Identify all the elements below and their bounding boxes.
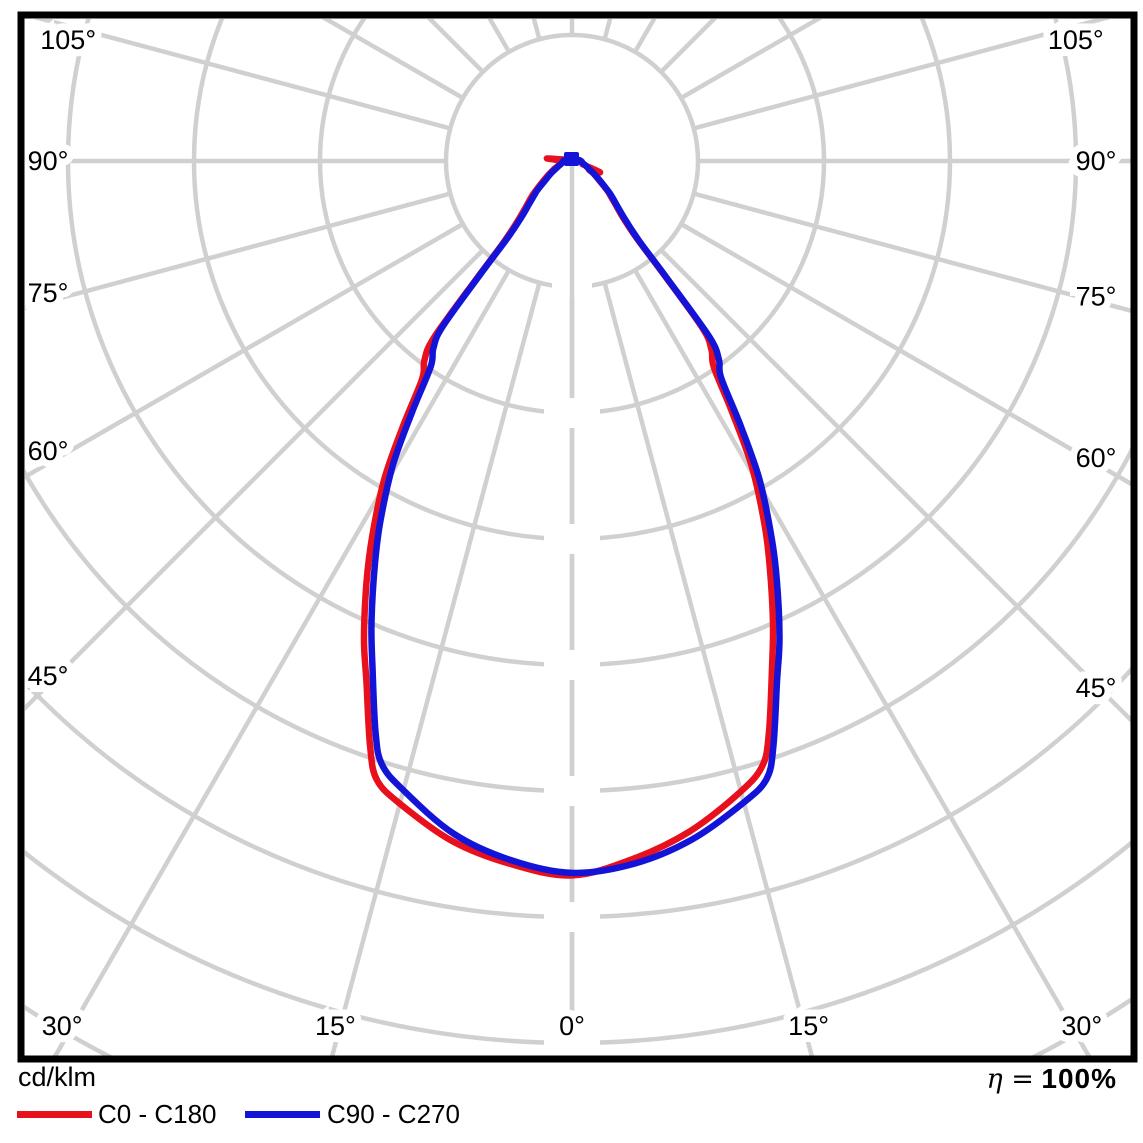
- grid-spoke: [329, 282, 542, 1058]
- angle-label: 45°: [28, 661, 69, 691]
- angle-label: 30°: [1061, 1011, 1102, 1041]
- grid-spoke: [633, 268, 1093, 1058]
- grid-spoke: [25, 191, 451, 310]
- axis-value-box: [544, 398, 600, 428]
- axis-value-box: [544, 524, 600, 554]
- legend-label-c0-c180: C0 - C180: [98, 1099, 217, 1129]
- grid-spoke: [602, 282, 815, 1058]
- angle-label: 45°: [1076, 673, 1117, 703]
- grid-spoke: [693, 19, 1111, 131]
- angle-label: 15°: [788, 1011, 829, 1041]
- grid-spoke: [679, 222, 1134, 489]
- angle-label: 15°: [315, 1011, 356, 1041]
- angle-label: 0°: [559, 1011, 585, 1041]
- intensity-curves: [360, 152, 783, 879]
- angle-label: 60°: [1076, 443, 1117, 473]
- eta-symbol: η =: [986, 1064, 1034, 1095]
- axis-value-box: [544, 1028, 600, 1058]
- grid-spoke: [25, 248, 485, 712]
- grid-spoke: [693, 191, 1134, 314]
- light-output-ratio: η = 100%: [986, 1063, 1117, 1095]
- vertical-axis-layer: [544, 161, 600, 1058]
- curve-c90-c270: [368, 156, 783, 877]
- axis-value-box: [544, 776, 600, 806]
- plot-frame: [17, 11, 1138, 1063]
- angle-label: 75°: [28, 278, 69, 308]
- angle-label: 105°: [1048, 25, 1104, 55]
- grid-spoke: [51, 268, 511, 1058]
- angle-label: 105°: [40, 25, 96, 55]
- curve-peak-marker: [564, 152, 579, 166]
- legend-swatch-c0-c180: [17, 1111, 92, 1118]
- axis-value-box: [544, 902, 600, 932]
- angle-label: 60°: [28, 436, 69, 466]
- eta-value: 100%: [1041, 1063, 1117, 1094]
- angle-label: 90°: [1076, 146, 1117, 176]
- legend-label-c90-c270: C90 - C270: [327, 1099, 460, 1129]
- grid-spoke: [33, 19, 451, 131]
- grid-spoke: [25, 222, 465, 480]
- curve-c0-c180: [360, 155, 777, 879]
- axis-value-box: [544, 650, 600, 680]
- grid-spoke: [659, 248, 1134, 727]
- angle-label: 90°: [28, 146, 69, 176]
- angle-label: 75°: [1076, 281, 1117, 311]
- units-label: cd/klm: [18, 1062, 97, 1092]
- angle-labels: 105° 90° 75° 60° 45° 30° 15° 0° 15° 30° 45° 60° 75° 9…: [21, 18, 1124, 1048]
- legend-swatch-c90-c270: [245, 1111, 320, 1118]
- angle-label: 30°: [42, 1011, 83, 1041]
